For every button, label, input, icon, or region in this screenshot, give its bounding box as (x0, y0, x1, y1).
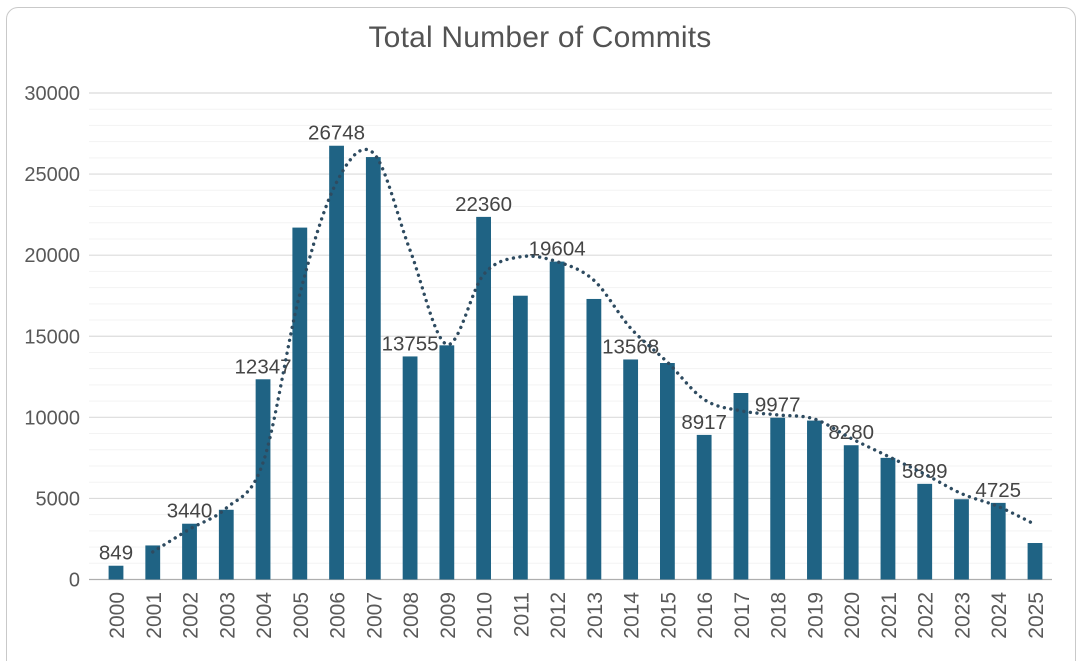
data-label-2004: 12347 (235, 355, 292, 378)
moving-average-trendline (151, 147, 1037, 554)
bar-2024 (990, 502, 1006, 580)
bar-2017 (733, 393, 749, 580)
data-label-2024: 4725 (975, 479, 1021, 502)
x-tick-label-2003: 2003 (216, 592, 239, 639)
x-tick-label-2017: 2017 (731, 592, 754, 639)
x-tick-label-2005: 2005 (290, 592, 313, 639)
bar-2005 (292, 227, 308, 580)
bar-2019 (807, 420, 822, 580)
x-tick-label-2012: 2012 (547, 592, 570, 639)
bar-2020 (843, 445, 859, 580)
x-tick-label-2010: 2010 (474, 592, 497, 639)
y-tick-label-25000: 25000 (24, 164, 80, 186)
data-label-2012: 19604 (529, 238, 586, 261)
y-tick-label-5000: 5000 (36, 488, 81, 510)
x-tick-label-2022: 2022 (915, 592, 938, 639)
x-tick-label-2011: 2011 (510, 592, 533, 637)
bar-2006 (329, 145, 344, 580)
bar-2002 (182, 523, 197, 580)
x-tick-label-2014: 2014 (621, 592, 644, 639)
y-tick-label-20000: 20000 (24, 245, 80, 267)
data-label-2020: 8280 (828, 421, 874, 444)
bar-2008 (402, 356, 418, 580)
bar-2014 (623, 359, 639, 580)
x-tick-label-2013: 2013 (584, 592, 607, 639)
bar-2022 (917, 483, 933, 580)
x-tick-label-2019: 2019 (804, 592, 827, 639)
data-label-2016: 8917 (681, 411, 727, 434)
x-tick-label-2009: 2009 (437, 592, 460, 639)
y-tick-label-10000: 10000 (24, 407, 80, 429)
data-label-2018: 9977 (755, 394, 801, 417)
data-label-2008: 13755 (382, 332, 439, 355)
x-tick-label-2020: 2020 (841, 592, 864, 639)
bar-2000 (108, 565, 124, 580)
data-label-2022: 5899 (902, 460, 948, 483)
x-tick-label-2015: 2015 (657, 592, 680, 639)
bar-2007 (365, 157, 381, 580)
x-tick-label-2002: 2002 (180, 592, 203, 639)
bar-2021 (880, 457, 896, 580)
bar-2013 (586, 298, 602, 580)
x-tick-label-2025: 2025 (1025, 592, 1048, 639)
bar-2023 (954, 499, 969, 580)
x-tick-label-2024: 2024 (988, 592, 1011, 639)
x-tick-label-2016: 2016 (694, 592, 717, 639)
x-tick-label-2007: 2007 (363, 592, 386, 639)
data-label-2010: 22360 (455, 193, 512, 216)
bar-2012 (549, 261, 565, 580)
y-tick-label-30000: 30000 (24, 83, 80, 105)
x-tick-label-2018: 2018 (768, 592, 791, 639)
data-label-2000: 849 (99, 542, 133, 565)
data-label-2006: 26748 (308, 122, 365, 145)
bar-2004 (255, 379, 271, 580)
bar-2016 (696, 434, 712, 580)
bar-2015 (660, 363, 675, 580)
bar-2018 (770, 417, 786, 580)
data-label-2002: 3440 (167, 500, 213, 523)
data-label-2014: 13568 (602, 335, 659, 358)
x-tick-label-2021: 2021 (878, 592, 901, 639)
x-tick-label-2006: 2006 (327, 592, 350, 639)
x-tick-label-2023: 2023 (951, 592, 974, 639)
bar-2010 (476, 216, 491, 580)
bar-2001 (145, 545, 161, 580)
x-tick-label-2001: 2001 (143, 592, 166, 639)
bar-2003 (218, 509, 234, 580)
y-tick-label-0: 0 (69, 570, 80, 592)
chart-title: Total Number of Commits (368, 21, 712, 54)
x-tick-label-2000: 2000 (106, 592, 129, 639)
bar-2011 (512, 295, 528, 580)
x-tick-label-2008: 2008 (400, 592, 423, 639)
bar-2009 (439, 345, 455, 580)
x-tick-label-2004: 2004 (253, 592, 276, 639)
y-tick-label-15000: 15000 (24, 326, 80, 348)
bar-2025 (1027, 543, 1043, 580)
